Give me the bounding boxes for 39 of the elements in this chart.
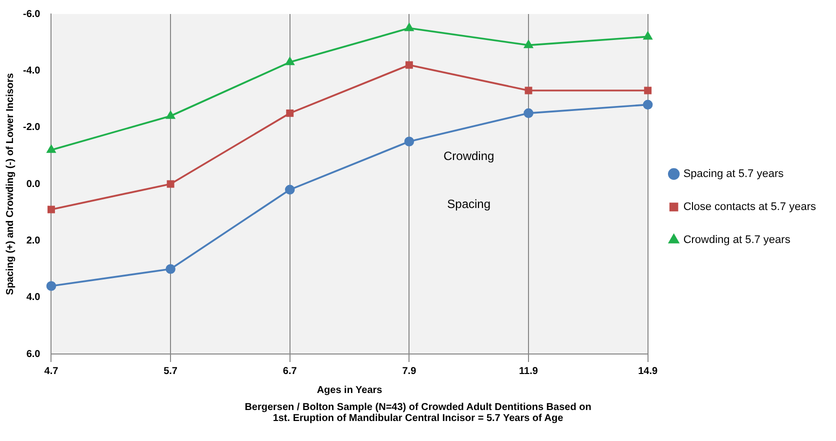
point xyxy=(46,145,56,153)
y-tick-label: 2.0 xyxy=(26,235,41,246)
legend-label: Spacing at 5.7 years xyxy=(683,168,784,180)
text: Bergersen / Bolton Sample (N=43) of Crowded Adult Dentitions Based on 1st. Eruption of Mandibular Central Incisor = 5.7 Years of Age xyxy=(244,402,592,424)
point xyxy=(166,180,174,188)
point xyxy=(286,109,294,117)
x-axis-title: Ages in Years xyxy=(316,384,383,396)
y-tick-label: -4.0 xyxy=(22,65,41,76)
point xyxy=(404,23,414,32)
point xyxy=(524,86,532,94)
point xyxy=(286,57,294,66)
y-tick-label: 6.0 xyxy=(26,348,41,360)
y-tick-label: -6.0 xyxy=(22,8,41,20)
point xyxy=(404,136,414,146)
point xyxy=(643,32,652,40)
annotation: Crowding xyxy=(443,149,494,164)
point xyxy=(46,281,56,291)
x-tick-label: 4.7 xyxy=(44,366,59,377)
point xyxy=(166,111,175,119)
x-tick-label: 5.7 xyxy=(164,366,178,377)
point xyxy=(166,264,176,274)
point xyxy=(524,108,534,118)
y-tick-label: 4.0 xyxy=(26,292,41,304)
point xyxy=(644,86,652,94)
x-tick-label: 14.9 xyxy=(638,366,658,377)
point xyxy=(405,61,413,69)
x-tick-label: 11.9 xyxy=(519,366,538,377)
legend-label: Close contacts at 5.7 years xyxy=(683,201,816,214)
x-tick-label: 6.7 xyxy=(282,366,298,377)
y-tick-label: 0.0 xyxy=(26,178,41,190)
point xyxy=(524,40,533,48)
point xyxy=(48,206,55,214)
y-axis-title: Spacing (+) and Crowding (-) of Lower Incisors xyxy=(4,72,16,295)
y-tick-label: -2.0 xyxy=(22,122,41,134)
point xyxy=(284,184,295,195)
point xyxy=(642,100,653,110)
x-tick-label: 7.9 xyxy=(402,366,417,377)
annotation: Spacing xyxy=(447,196,491,211)
legend-label: Crowding at 5.7 years xyxy=(683,234,791,246)
